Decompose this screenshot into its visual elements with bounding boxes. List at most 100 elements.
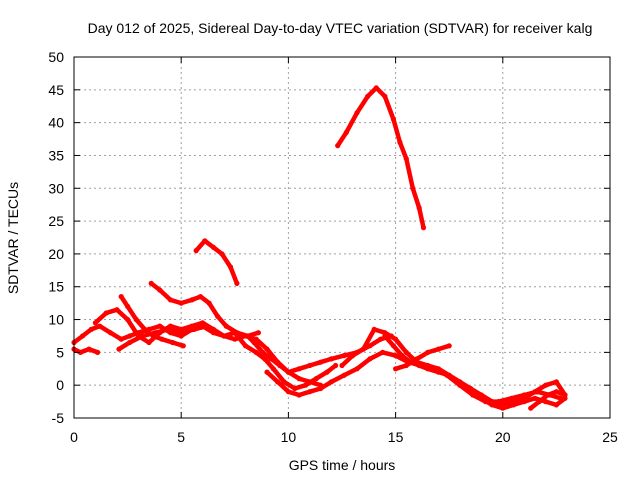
data-point — [95, 349, 101, 355]
data-point — [410, 185, 416, 191]
data-point — [457, 382, 463, 388]
data-point — [146, 339, 152, 346]
data-point — [360, 346, 366, 352]
data-point — [189, 297, 195, 303]
data-point — [118, 294, 124, 300]
series-trace-g — [116, 323, 210, 352]
data-point — [350, 353, 356, 359]
data-point — [116, 346, 122, 352]
data-point — [543, 382, 549, 388]
data-point — [303, 382, 309, 388]
y-axis-label: SDTVAR / TECUs — [5, 182, 21, 294]
data-point — [77, 349, 83, 355]
data-point — [157, 287, 163, 293]
y-tick-label: 45 — [48, 82, 64, 98]
data-point — [420, 225, 427, 231]
chart-title: Day 012 of 2025, Sidereal Day-to-day VTE… — [88, 20, 593, 36]
data-point — [264, 346, 270, 352]
data-point — [562, 392, 568, 398]
data-point — [178, 330, 184, 336]
data-point — [107, 330, 113, 336]
data-point — [210, 244, 216, 250]
data-point — [281, 379, 287, 385]
data-point — [152, 330, 159, 336]
series-trace-d — [148, 280, 261, 339]
data-point — [253, 349, 259, 355]
data-point — [180, 343, 186, 349]
data-point — [500, 405, 506, 411]
data-point — [341, 353, 347, 359]
data-point — [328, 356, 334, 362]
data-point — [435, 346, 442, 352]
data-point — [403, 156, 409, 162]
y-tick-labels: -5 0 5 10 15 20 25 30 35 40 45 50 — [48, 49, 64, 426]
y-tick-label: 40 — [48, 115, 64, 131]
data-point — [390, 116, 397, 122]
data-point — [127, 333, 133, 339]
x-tick-label: 0 — [70, 429, 78, 445]
data-point — [307, 379, 313, 385]
data-point — [178, 300, 184, 306]
data-point — [157, 323, 163, 329]
data-point — [403, 362, 409, 369]
series-trace-m — [393, 343, 452, 372]
grid — [74, 57, 610, 418]
data-point — [365, 93, 371, 99]
data-point — [446, 372, 452, 378]
x-tick-label: 5 — [177, 429, 185, 445]
data-point — [532, 389, 538, 395]
data-point — [97, 323, 103, 329]
data-point — [489, 402, 495, 408]
data-point — [221, 333, 227, 339]
series-trace-f — [335, 85, 427, 231]
data-point — [285, 369, 291, 375]
data-point — [339, 362, 345, 369]
data-point — [521, 399, 527, 405]
series-line — [335, 85, 426, 230]
data-point — [118, 336, 124, 342]
data-point — [328, 379, 334, 385]
data-point — [242, 343, 249, 349]
data-point — [200, 320, 206, 326]
data-point — [232, 336, 238, 342]
data-point — [553, 389, 560, 395]
data-point — [380, 349, 386, 355]
data-point — [307, 389, 313, 395]
data-point — [148, 280, 154, 286]
y-tick-label: -5 — [52, 410, 65, 426]
data-point — [532, 395, 538, 401]
series-trace-k — [339, 326, 568, 408]
data-point — [435, 369, 442, 375]
data-point — [197, 294, 204, 300]
data-point — [227, 264, 234, 270]
x-tick-labels: 0 5 10 15 20 25 — [70, 429, 618, 445]
x-tick-label: 10 — [281, 429, 297, 445]
data-point — [264, 369, 270, 375]
data-point — [142, 326, 148, 332]
data-point — [140, 333, 146, 339]
data-point — [393, 366, 399, 372]
data-point — [167, 297, 174, 303]
series-trace-h — [71, 346, 101, 355]
data-point — [416, 362, 422, 369]
data-point — [268, 356, 274, 362]
x-tick-label: 25 — [602, 429, 618, 445]
data-point — [245, 333, 251, 339]
data-point — [159, 336, 165, 342]
y-tick-label: 15 — [48, 279, 64, 295]
data-point — [255, 330, 261, 336]
data-point — [425, 349, 431, 355]
data-point — [219, 251, 225, 257]
data-point — [343, 129, 349, 136]
data-point — [318, 385, 324, 392]
data-point — [215, 313, 221, 319]
data-point — [478, 395, 484, 401]
data-point — [510, 402, 517, 408]
data-point — [103, 310, 109, 316]
data-point — [204, 323, 210, 329]
data-point — [133, 316, 139, 323]
data-point — [80, 333, 86, 339]
y-tick-label: 10 — [48, 312, 64, 328]
data-point — [206, 300, 212, 306]
